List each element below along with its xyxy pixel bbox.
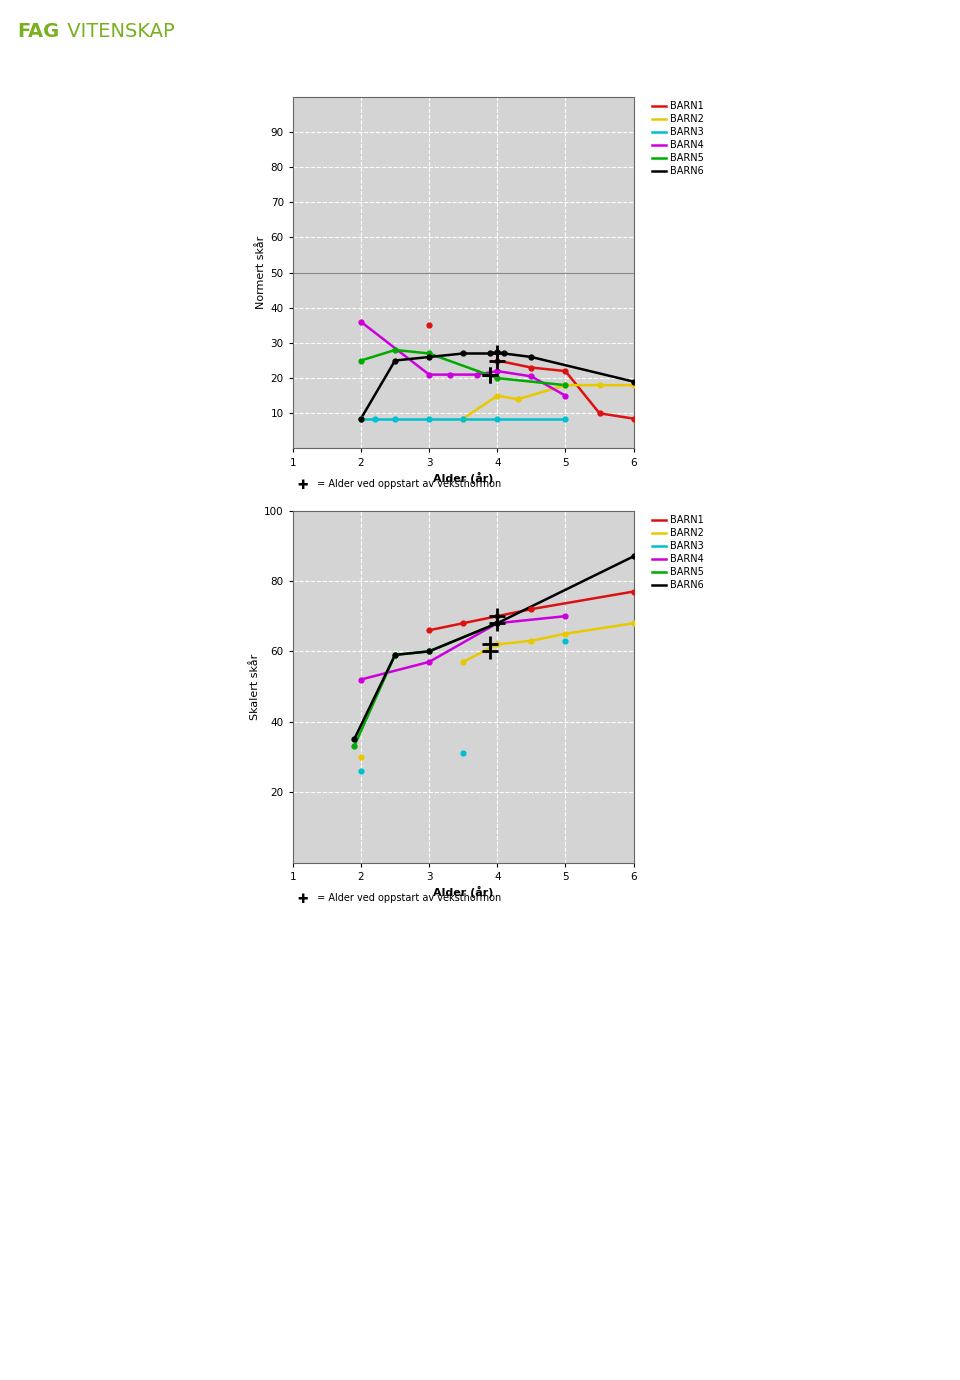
Text: ✚: ✚ (298, 893, 308, 905)
Text: VITENSKAP: VITENSKAP (61, 22, 175, 41)
Text: = Alder ved oppstart av veksthormon: = Alder ved oppstart av veksthormon (314, 893, 501, 903)
Y-axis label: Normert skår: Normert skår (256, 236, 267, 309)
Text: = Alder ved oppstart av veksthormon: = Alder ved oppstart av veksthormon (314, 479, 501, 489)
Text: ✚: ✚ (298, 479, 308, 491)
X-axis label: Alder (år): Alder (år) (433, 886, 493, 898)
Legend: BARN1, BARN2, BARN3, BARN4, BARN5, BARN6: BARN1, BARN2, BARN3, BARN4, BARN5, BARN6 (652, 516, 704, 591)
Text: FAG: FAG (17, 22, 60, 41)
X-axis label: Alder (år): Alder (år) (433, 472, 493, 484)
Legend: BARN1, BARN2, BARN3, BARN4, BARN5, BARN6: BARN1, BARN2, BARN3, BARN4, BARN5, BARN6 (652, 102, 704, 177)
Y-axis label: Skalert skår: Skalert skår (250, 653, 260, 720)
